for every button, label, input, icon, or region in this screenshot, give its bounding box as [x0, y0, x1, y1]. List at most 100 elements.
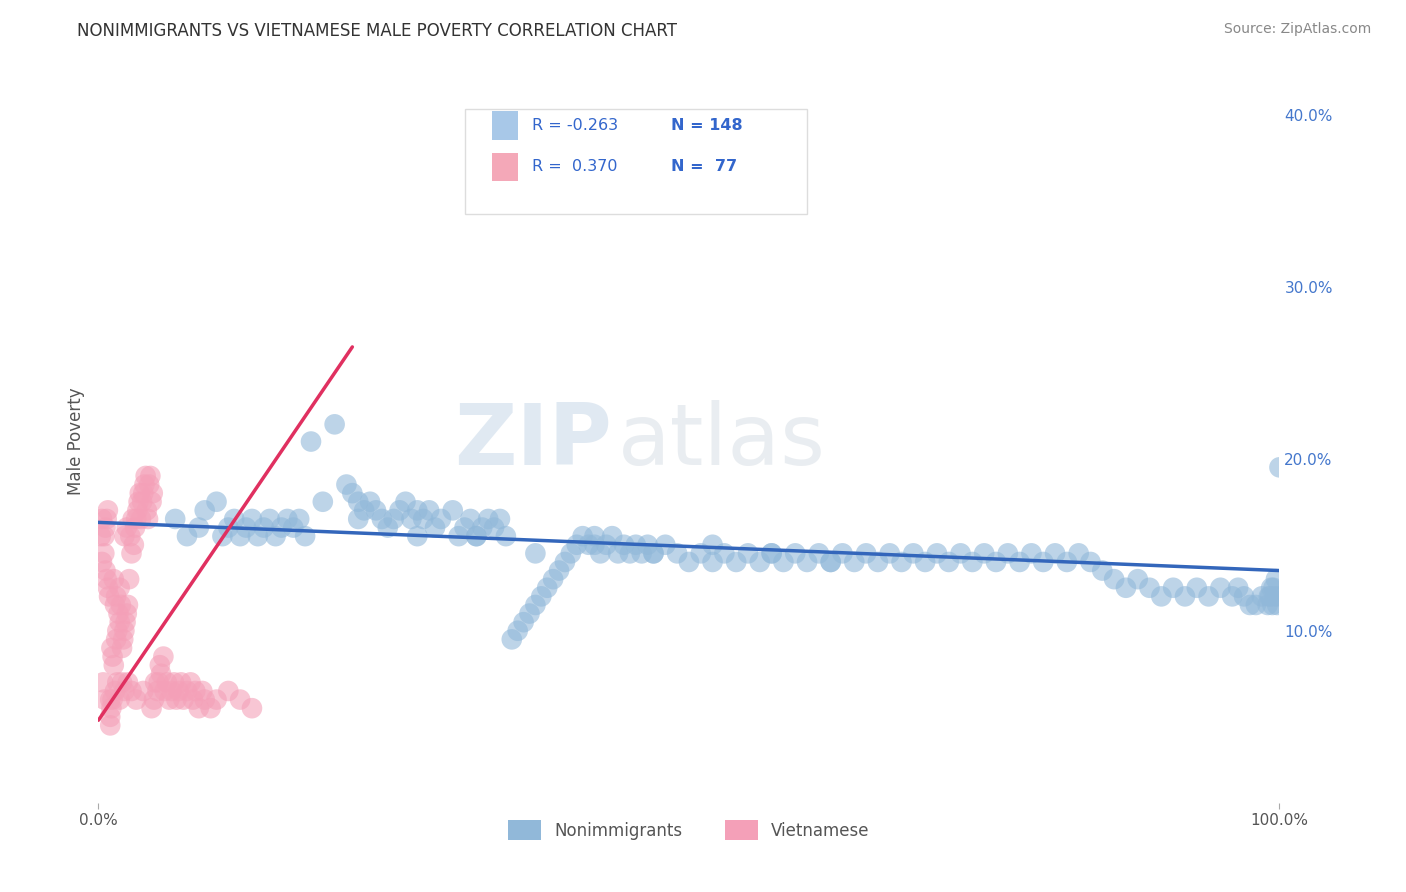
Point: [105, 632, 128, 647]
Point: [495, 529, 517, 543]
Point: [105, 675, 128, 690]
Point: [176, 529, 198, 543]
Point: [149, 658, 172, 673]
Y-axis label: Male Poverty: Male Poverty: [66, 388, 84, 495]
Point: [121, 684, 143, 698]
Point: [115, 607, 138, 621]
Point: [98, 718, 121, 732]
Point: [100, 640, 122, 655]
Point: [501, 632, 523, 647]
Point: [98, 692, 121, 706]
Point: [1257, 598, 1279, 612]
Point: [938, 555, 960, 569]
Point: [142, 692, 165, 706]
Point: [1209, 581, 1232, 595]
Point: [447, 529, 470, 543]
Point: [135, 469, 157, 483]
Point: [114, 615, 136, 630]
Point: [299, 434, 322, 449]
Point: [163, 675, 186, 690]
Point: [335, 477, 357, 491]
Point: [288, 512, 311, 526]
Point: [412, 512, 434, 526]
Point: [270, 520, 292, 534]
Point: [94, 564, 117, 578]
Text: ZIP: ZIP: [454, 400, 612, 483]
Point: [643, 546, 665, 560]
Point: [914, 555, 936, 569]
Point: [530, 590, 553, 604]
Point: [105, 590, 128, 604]
Point: [121, 512, 143, 526]
Point: [117, 598, 139, 612]
Point: [1126, 572, 1149, 586]
Point: [1263, 581, 1285, 595]
Point: [142, 486, 165, 500]
Point: [973, 546, 995, 560]
Point: [713, 546, 735, 560]
Point: [172, 692, 194, 706]
Point: [191, 684, 214, 698]
Point: [128, 486, 150, 500]
Point: [406, 529, 429, 543]
Point: [600, 529, 623, 543]
Point: [619, 546, 641, 560]
Point: [1185, 581, 1208, 595]
Point: [1233, 590, 1256, 604]
Point: [1174, 590, 1197, 604]
Point: [962, 555, 984, 569]
Point: [1161, 581, 1184, 595]
Point: [654, 538, 676, 552]
Point: [170, 675, 193, 690]
Point: [347, 512, 370, 526]
Point: [156, 675, 179, 690]
Point: [382, 512, 405, 526]
FancyBboxPatch shape: [464, 109, 807, 214]
Point: [110, 598, 132, 612]
Point: [377, 520, 399, 534]
Point: [1220, 590, 1243, 604]
Point: [150, 666, 173, 681]
Point: [465, 529, 488, 543]
Point: [460, 512, 482, 526]
Point: [108, 581, 131, 595]
Point: [194, 692, 217, 706]
Point: [131, 494, 153, 508]
Point: [477, 512, 499, 526]
Point: [512, 615, 534, 630]
Point: [489, 512, 512, 526]
Point: [97, 503, 120, 517]
Bar: [492, 153, 517, 181]
Point: [725, 555, 748, 569]
Point: [294, 529, 316, 543]
Point: [583, 538, 606, 552]
Text: N = 148: N = 148: [671, 119, 742, 133]
Point: [253, 520, 276, 534]
Bar: [492, 112, 517, 140]
Point: [108, 615, 131, 630]
Point: [371, 512, 394, 526]
Point: [143, 675, 166, 690]
Point: [124, 520, 146, 534]
Point: [141, 494, 163, 508]
Text: atlas: atlas: [619, 400, 827, 483]
Point: [984, 555, 1007, 569]
Point: [93, 546, 115, 560]
Point: [820, 555, 842, 569]
Point: [217, 520, 239, 534]
Point: [482, 520, 505, 534]
Point: [165, 692, 187, 706]
Point: [194, 503, 217, 517]
Point: [103, 658, 125, 673]
Point: [465, 529, 488, 543]
Point: [112, 632, 135, 647]
Point: [259, 512, 281, 526]
Point: [135, 503, 157, 517]
Point: [506, 624, 529, 638]
Point: [394, 494, 416, 508]
Point: [890, 555, 912, 569]
Point: [1258, 590, 1281, 604]
Point: [200, 701, 222, 715]
Text: N =  77: N = 77: [671, 160, 737, 175]
Point: [1150, 590, 1173, 604]
